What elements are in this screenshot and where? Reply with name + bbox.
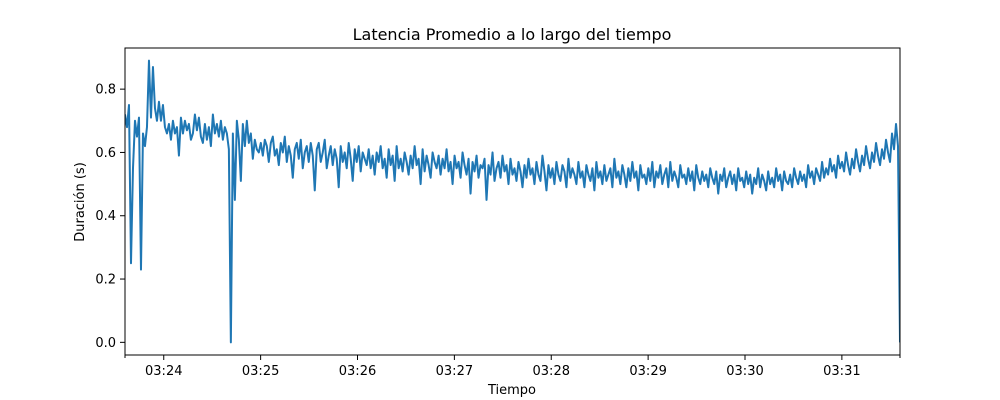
x-tick-label: 03:25 (242, 364, 279, 379)
chart-title: Latencia Promedio a lo largo del tiempo (353, 25, 672, 44)
latency-series-line (125, 59, 900, 344)
y-axis-ticks: 0.0 0.2 0.4 0.6 0.8 (95, 83, 125, 351)
x-tick-label: 03:29 (629, 364, 666, 379)
y-tick-label: 0.8 (95, 83, 116, 98)
y-tick-label: 0.0 (95, 336, 116, 351)
x-axis-ticks: 03:24 03:25 03:26 03:27 03:28 03:29 03:30 03:31 (124, 355, 901, 379)
y-tick-label: 0.6 (95, 146, 116, 161)
x-tick-label: 03:26 (339, 364, 376, 379)
y-tick-label: 0.2 (95, 273, 116, 288)
y-axis-label: Duración (s) (73, 162, 88, 242)
x-tick-label: 03:28 (533, 364, 570, 379)
x-axis-label: Tiempo (487, 383, 536, 398)
x-tick-label: 03:31 (823, 364, 860, 379)
y-tick-label: 0.4 (95, 209, 116, 224)
x-tick-label: 03:30 (726, 364, 763, 379)
x-tick-label: 03:27 (436, 364, 473, 379)
plot-area-frame (124, 47, 901, 356)
x-tick-label: 03:24 (145, 364, 182, 379)
